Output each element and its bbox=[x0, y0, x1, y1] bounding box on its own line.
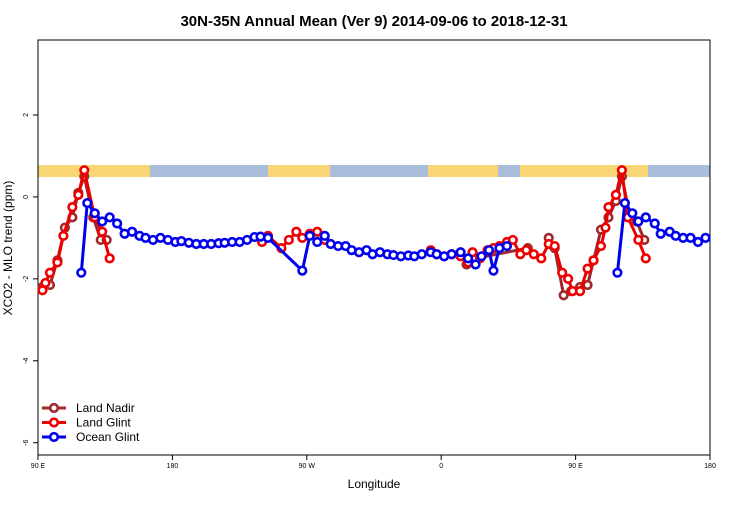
data-point bbox=[521, 245, 532, 256]
legend-label: Land Glint bbox=[76, 416, 131, 430]
data-point bbox=[536, 253, 547, 264]
data-point bbox=[104, 212, 115, 223]
data-point bbox=[97, 216, 108, 227]
data-point bbox=[112, 218, 123, 229]
data-point bbox=[104, 253, 115, 264]
y-tick-label: -2 bbox=[23, 276, 30, 282]
data-point bbox=[76, 267, 87, 278]
data-point bbox=[44, 267, 56, 278]
data-point bbox=[574, 286, 586, 297]
data-point bbox=[82, 197, 93, 209]
data-point bbox=[612, 267, 623, 278]
chart-title: 30N-35N Annual Mean (Ver 9) 2014-09-06 t… bbox=[180, 13, 567, 30]
data-point bbox=[462, 253, 474, 264]
x-tick-label: 90 E bbox=[31, 463, 46, 470]
land-ocean-strip bbox=[38, 165, 710, 177]
data-point bbox=[563, 273, 574, 284]
data-point bbox=[291, 226, 302, 237]
data-point bbox=[603, 202, 614, 213]
data-point bbox=[67, 202, 78, 213]
y-axis-label: XCO2 - MLO trend (ppm) bbox=[1, 181, 15, 316]
data-point bbox=[528, 249, 539, 260]
plot-frame bbox=[37, 39, 711, 456]
x-tick-label: 90 W bbox=[299, 463, 316, 470]
x-tick-label: 180 bbox=[167, 463, 179, 470]
data-point bbox=[610, 189, 622, 200]
data-point bbox=[283, 234, 294, 246]
legend-label: Ocean Glint bbox=[76, 430, 140, 444]
x-tick-label: 0 bbox=[439, 463, 443, 470]
data-point bbox=[312, 226, 323, 237]
data-point bbox=[319, 230, 330, 241]
legend-marker bbox=[48, 402, 60, 414]
data-point bbox=[640, 253, 651, 264]
data-point bbox=[582, 263, 593, 274]
data-point bbox=[649, 218, 660, 229]
data-point bbox=[633, 234, 644, 246]
data-point bbox=[262, 232, 274, 243]
data-point bbox=[79, 165, 90, 176]
data-point bbox=[297, 265, 308, 276]
x-tick-label: 90 E bbox=[568, 463, 583, 470]
data-point bbox=[582, 279, 593, 291]
y-tick-label: -4 bbox=[23, 358, 30, 364]
data-point bbox=[685, 232, 696, 243]
data-point bbox=[700, 232, 711, 243]
data-point bbox=[476, 251, 487, 262]
data-point bbox=[312, 236, 323, 248]
legend-marker bbox=[48, 431, 60, 443]
data-point bbox=[52, 257, 63, 268]
data-point bbox=[40, 277, 51, 289]
data-point bbox=[470, 259, 481, 270]
data-point bbox=[588, 255, 599, 266]
data-point bbox=[627, 208, 638, 219]
data-point bbox=[616, 165, 627, 176]
data-point bbox=[501, 240, 513, 252]
data-point bbox=[455, 247, 466, 258]
data-point bbox=[58, 230, 69, 241]
data-point bbox=[483, 245, 495, 256]
data-point bbox=[73, 189, 84, 200]
data-point bbox=[126, 226, 138, 237]
y-tick-label: 0 bbox=[23, 195, 30, 199]
legend-label: Land Nadir bbox=[76, 401, 135, 415]
data-point bbox=[558, 290, 569, 301]
data-point bbox=[97, 226, 108, 237]
data-point bbox=[633, 216, 644, 227]
data-point bbox=[600, 222, 611, 233]
data-point bbox=[89, 208, 100, 219]
data-point bbox=[304, 230, 315, 241]
data-point bbox=[557, 267, 568, 278]
x-axis-label: Longitude bbox=[348, 477, 401, 491]
data-point bbox=[640, 212, 651, 223]
data-point bbox=[507, 234, 518, 246]
data-point bbox=[416, 249, 427, 260]
x-tick-label: 180 bbox=[704, 463, 716, 470]
y-tick-label: 2 bbox=[23, 113, 30, 117]
data-point bbox=[446, 249, 457, 260]
data-point bbox=[488, 265, 499, 276]
data-point bbox=[655, 228, 666, 239]
y-tick-label: -6 bbox=[23, 439, 30, 445]
data-point bbox=[595, 240, 607, 252]
data-point bbox=[549, 240, 560, 252]
data-point bbox=[692, 236, 704, 248]
data-point bbox=[619, 197, 630, 209]
legend-marker bbox=[48, 417, 60, 428]
